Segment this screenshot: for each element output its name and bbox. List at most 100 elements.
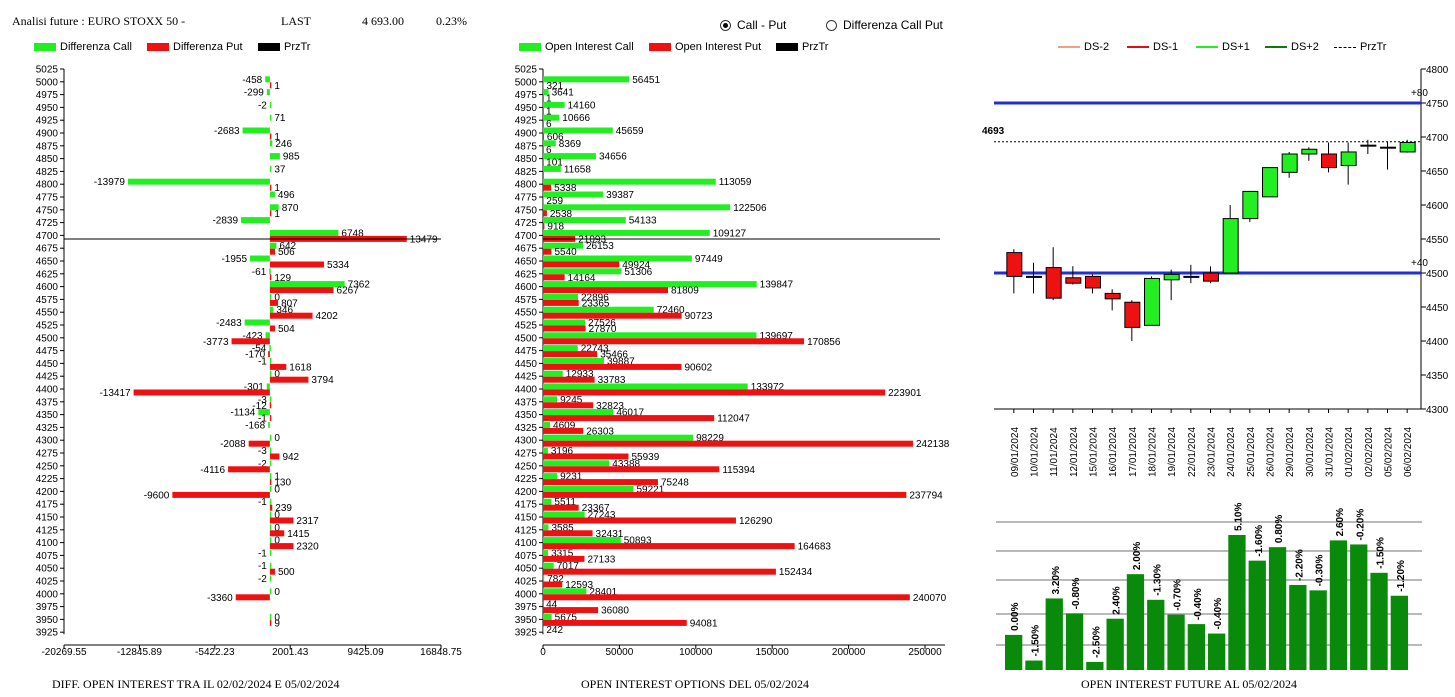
diff-put-bar [269, 287, 334, 294]
legend-prztr: PrzTr [258, 41, 310, 53]
oi-put-bar [543, 325, 586, 332]
diff-put-bar [269, 248, 276, 255]
left-strike-label: 4550 [36, 308, 59, 319]
diff-call-label: 7362 [348, 280, 371, 291]
radio-call-put[interactable]: Call - Put [720, 18, 786, 32]
oi-call-label: 14160 [568, 100, 596, 111]
left-strike-label: 4475 [36, 346, 59, 357]
middle-strike-label: 4100 [515, 538, 538, 549]
last-value: 4 693.00 [362, 14, 404, 28]
left-x-tick-label: -20269.55 [41, 647, 86, 658]
diff-call-bar [269, 229, 339, 236]
middle-x-tick-label: 150000 [756, 647, 790, 658]
middle-strike-label: 4075 [515, 551, 538, 562]
radio-differenza-call-put[interactable]: Differenza Call Put [826, 18, 943, 32]
oi-put-label: 21093 [578, 234, 606, 245]
diff-put-label: 3794 [311, 375, 334, 386]
restore-icon[interactable]: ‾ [1432, 0, 1436, 6]
diff-put-label: 13479 [410, 234, 438, 245]
middle-strike-label: 4925 [515, 116, 538, 127]
oi-future-bar [1228, 535, 1246, 670]
oi-future-bar [1268, 547, 1287, 670]
middle-strike-label: 4775 [515, 193, 538, 204]
legend-label: DS-1 [1153, 41, 1179, 53]
oi-call-label: 43388 [612, 459, 640, 470]
diff-put-bar [269, 543, 294, 550]
minimize-icon[interactable]: ‾ [1392, 0, 1396, 6]
left-strike-label: 4400 [36, 385, 59, 396]
oi-call-bar [543, 178, 716, 185]
oi-future-bar [1208, 633, 1226, 670]
left-strike-label: 4250 [36, 461, 59, 472]
oi-put-label: 49924 [622, 260, 650, 271]
oi-call-bar [543, 473, 558, 480]
oi-put-label: 35466 [600, 350, 628, 361]
oi-future-bar-label: 0.00% [1010, 602, 1021, 630]
oi-put-bar [543, 274, 565, 281]
oi-put-bar [543, 287, 669, 294]
oi-call-label: 11658 [564, 164, 592, 175]
middle-strike-label: 4975 [515, 90, 538, 101]
oi-put-label: 6 [546, 145, 552, 156]
oi-call-label: 39387 [606, 190, 634, 201]
diff-put-label: 239 [275, 503, 292, 514]
oi-call-bar [543, 383, 748, 390]
diff-call-bar [269, 460, 272, 467]
legend-label: DS+1 [1222, 41, 1250, 53]
oi-put-label: 32431 [596, 529, 624, 540]
oi-future-bar [1167, 614, 1185, 670]
oi-future-bar-label: 0.80% [1274, 515, 1285, 543]
candle-y-tick-label: 4450 [1426, 303, 1449, 314]
diff-call-bar [268, 421, 270, 428]
oi-call-label: 44 [546, 600, 558, 611]
oi-put-label: 321 [546, 81, 563, 92]
middle-strike-label: 4650 [515, 257, 538, 268]
oi-put-bar [543, 299, 579, 306]
left-strike-label: 4275 [36, 449, 59, 460]
oi-call-bar [543, 498, 552, 505]
oi-call-label: 7017 [557, 561, 580, 572]
oi-future-bar-label: -1.50% [1030, 625, 1041, 657]
diff-put-bar [269, 453, 280, 460]
oi-call-bar [543, 101, 565, 108]
left-x-tick-label: -5422.23 [195, 647, 235, 658]
oi-future-bar-label: -2.20% [1294, 549, 1305, 581]
oi-put-label: 27133 [587, 554, 615, 565]
middle-strike-label: 4000 [515, 589, 538, 600]
middle-strike-label: 4400 [515, 385, 538, 396]
oi-put-bar [543, 440, 913, 447]
diff-call-label: -54 [252, 344, 267, 355]
diff-call-label: 0 [274, 369, 280, 380]
diff-call-bar [269, 101, 272, 108]
oi-call-label: 97449 [695, 254, 723, 265]
diff-put-bar [269, 376, 309, 383]
oi-call-bar [543, 421, 551, 428]
diff-call-bar [269, 524, 272, 531]
middle-strike-label: 4725 [515, 218, 538, 229]
diff-call-bar [269, 562, 272, 569]
oi-call-label: 3196 [551, 446, 574, 457]
left-strike-label: 4300 [36, 436, 59, 447]
middle-strike-label: 4025 [515, 577, 538, 588]
candle-body [1340, 151, 1357, 167]
middle-strike-label: 4525 [515, 321, 538, 332]
middle-strike-label: 4425 [515, 372, 538, 383]
oi-call-bar [543, 588, 587, 595]
left-strike-label: 4700 [36, 231, 59, 242]
middle-strike-label: 4675 [515, 244, 538, 255]
oi-call-label: 56451 [632, 75, 660, 86]
legend-label: DS+2 [1291, 41, 1319, 53]
diff-call-label: 0 [274, 510, 280, 521]
diff-put-bar [231, 338, 270, 345]
candle-date-label: 23/01/2024 [1207, 427, 1218, 477]
left-strike-label: 4175 [36, 500, 59, 511]
diff-call-label: 0 [274, 587, 280, 598]
middle-strike-label: 4150 [515, 513, 538, 524]
legend-ds-minus-2: DS-2 [1058, 41, 1109, 53]
middle-strike-label: 4450 [515, 359, 538, 370]
middle-chart-footer: OPEN INTEREST OPTIONS DEL 05/02/2024 [581, 677, 809, 691]
diff-call-label: -301 [244, 382, 264, 393]
oi-put-bar [543, 402, 594, 409]
oi-put-label: 23365 [582, 298, 610, 309]
oi-put-label: 27870 [589, 324, 617, 335]
